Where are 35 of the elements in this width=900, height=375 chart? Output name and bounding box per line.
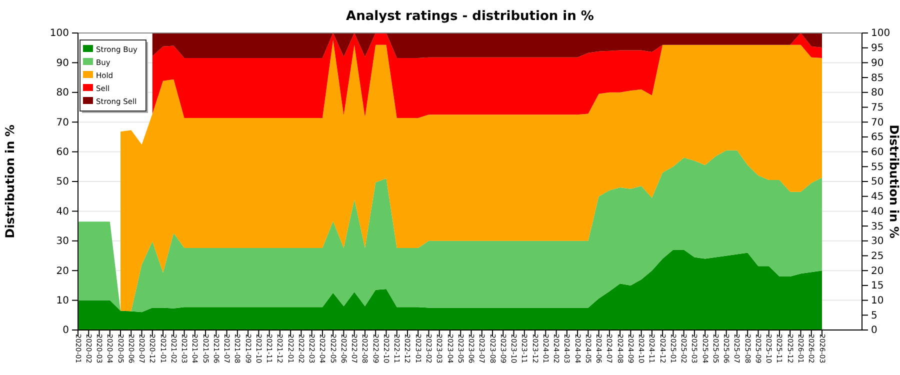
y2-tick-label: 45 <box>871 192 884 203</box>
chart-title: Analyst ratings - distribution in % <box>346 9 594 24</box>
y2-tick-label: 20 <box>871 266 884 277</box>
y2-tick-label: 5 <box>871 310 878 322</box>
y2-tick-label: 65 <box>871 132 884 144</box>
y-tick-label: 90 <box>56 58 69 69</box>
y2-tick-label: 70 <box>871 117 884 128</box>
y2-tick-label: 95 <box>871 43 884 54</box>
y-tick-label: 70 <box>56 117 69 128</box>
y2-tick-label: 25 <box>871 250 884 262</box>
y2-tick-label: 40 <box>871 206 884 218</box>
y2-tick-label: 30 <box>871 236 884 248</box>
y2-tick-label: 80 <box>871 88 884 99</box>
y-tick-label: 10 <box>56 296 69 306</box>
y2-tick-label: 50 <box>871 176 884 188</box>
y-tick-label: 50 <box>56 176 69 188</box>
y2-tick-label: 60 <box>871 147 884 158</box>
y-tick-label: 40 <box>56 206 69 218</box>
y2-tick-label: 100 <box>871 28 890 40</box>
y-tick-label: 30 <box>56 236 69 248</box>
y2-tick-label: 55 <box>871 162 884 173</box>
y2-tick-label: 75 <box>871 102 884 114</box>
y-axis-title: Distribution in % <box>3 124 17 238</box>
y-tick-label: 80 <box>56 88 69 99</box>
y2-tick-label: 10 <box>871 296 884 306</box>
y2-tick-label: 35 <box>871 221 884 232</box>
y2-axis-title: Distribution in % <box>887 124 900 238</box>
y-tick-label: 60 <box>56 147 69 158</box>
y2-tick-label: 85 <box>871 72 884 84</box>
y-tick-label: 100 <box>50 28 69 40</box>
y2-tick-label: 0 <box>871 325 878 336</box>
y-tick-label: 0 <box>62 325 69 336</box>
y2-tick-label: 15 <box>871 280 884 292</box>
y-tick-label: 20 <box>56 266 69 277</box>
y2-tick-label: 90 <box>871 58 884 69</box>
